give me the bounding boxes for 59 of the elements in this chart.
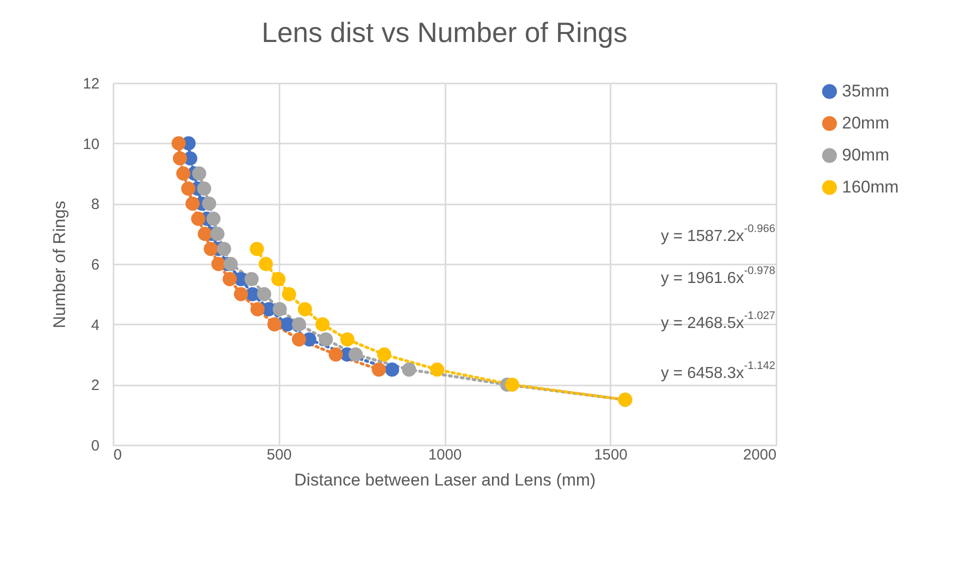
point — [298, 302, 312, 316]
point — [267, 317, 282, 332]
x-axis-title: Distance between Laser and Lens (mm) — [294, 470, 596, 490]
point — [271, 272, 286, 286]
x-tick-label: 1500 — [594, 446, 628, 464]
point — [224, 256, 238, 272]
point — [258, 256, 273, 272]
point — [211, 256, 226, 272]
point — [372, 362, 386, 377]
point — [222, 272, 237, 286]
point — [340, 332, 354, 346]
point — [402, 362, 416, 377]
point — [272, 302, 287, 316]
legend-label: 90mm — [842, 146, 890, 164]
chart-title: Lens dist vs Number of Rings — [262, 17, 628, 48]
y-axis-title: Number of Rings — [50, 200, 69, 328]
point — [202, 196, 216, 211]
point — [172, 136, 186, 150]
point — [318, 332, 333, 346]
point — [505, 378, 520, 392]
y-tick-label: 2 — [91, 377, 100, 394]
point — [192, 166, 206, 181]
y-tick-label: 4 — [91, 316, 100, 334]
point — [191, 212, 206, 226]
point — [282, 287, 296, 302]
legend-label: 35mm — [842, 82, 890, 100]
y-tick-label: 6 — [91, 256, 100, 274]
point — [198, 226, 212, 241]
point — [204, 242, 218, 256]
legend-label: 160mm — [842, 178, 899, 196]
point — [257, 287, 272, 302]
point — [377, 347, 392, 362]
point — [250, 242, 264, 256]
legend-label: 20mm — [842, 114, 890, 132]
point — [216, 242, 232, 256]
point — [430, 362, 444, 377]
x-tick-label: 0 — [114, 446, 122, 464]
x-tick-label: 2000 — [743, 446, 776, 464]
point — [292, 317, 306, 332]
point — [172, 151, 188, 166]
point — [181, 182, 196, 196]
x-tick-label: 1000 — [428, 446, 462, 464]
point — [244, 272, 259, 286]
y-tick-label: 12 — [82, 76, 100, 92]
point — [385, 362, 400, 377]
point — [206, 212, 221, 226]
y-tick-label: 10 — [82, 136, 100, 153]
point — [176, 166, 190, 181]
point — [250, 302, 265, 316]
y-tick-label: 8 — [91, 196, 100, 214]
x-tick-label: 500 — [266, 446, 292, 464]
point — [328, 347, 343, 362]
point — [210, 226, 224, 241]
point — [315, 317, 330, 332]
point — [292, 332, 306, 346]
point — [348, 347, 363, 362]
point — [185, 196, 200, 211]
point — [197, 182, 212, 196]
point — [234, 287, 248, 302]
